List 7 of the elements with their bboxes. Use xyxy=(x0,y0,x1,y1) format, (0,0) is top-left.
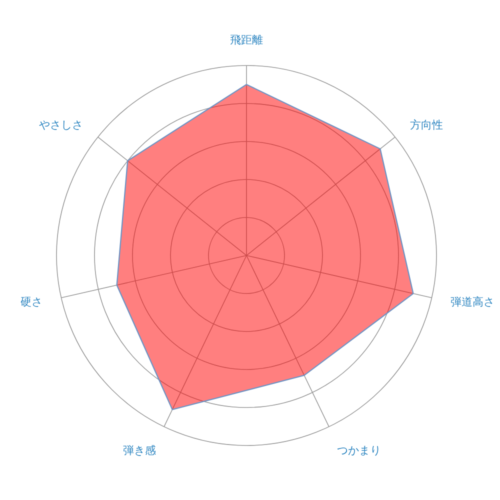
spoke-label: つかまり xyxy=(337,444,382,457)
spoke-label: 弾道高さ xyxy=(450,296,494,309)
spoke-label: やさしさ xyxy=(39,118,84,132)
spoke-label: 飛距離 xyxy=(230,34,263,46)
spoke-label: 硬さ xyxy=(20,296,43,309)
spoke-label: 弾き感 xyxy=(122,444,156,457)
spoke-label: 方向性 xyxy=(410,118,443,132)
